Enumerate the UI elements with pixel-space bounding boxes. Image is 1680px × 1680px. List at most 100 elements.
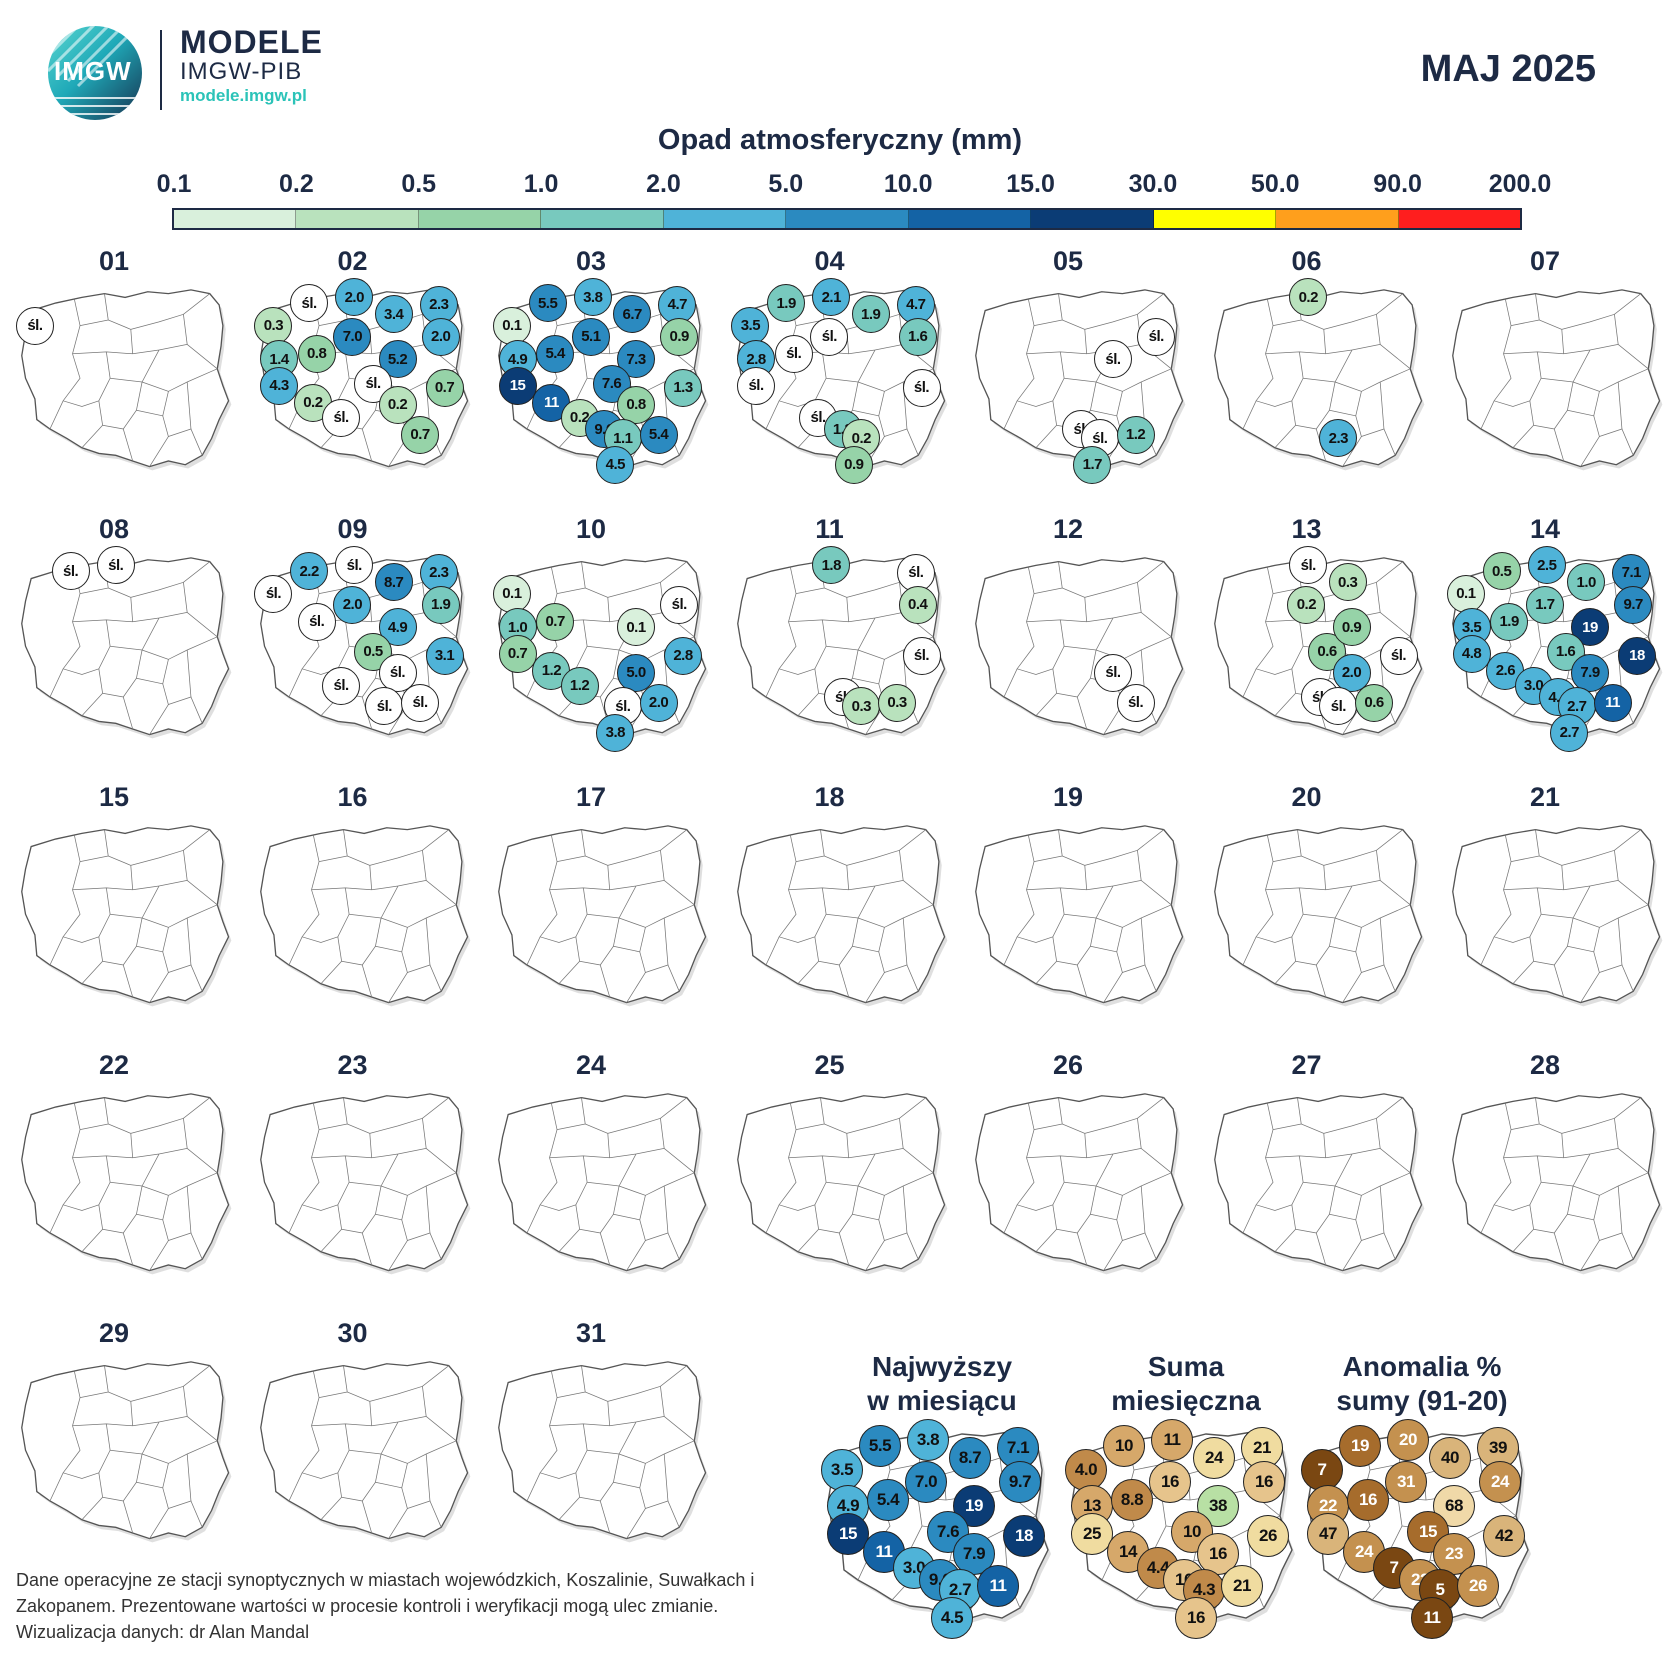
region-border bbox=[168, 1500, 203, 1528]
day-panel: 04 1.9 2.1 1.9 4.7 1.6 3.5 śl. 2.8 śl. śl. śl. śl. 1.… bbox=[726, 246, 964, 514]
region-border bbox=[130, 1365, 210, 1402]
region-border bbox=[141, 368, 218, 392]
station-marker: śl. bbox=[1137, 317, 1176, 356]
station-marker: 15 bbox=[1407, 1511, 1449, 1553]
region-border bbox=[1076, 1185, 1097, 1234]
region-border bbox=[660, 1386, 695, 1442]
station-marker: 1.7 bbox=[1073, 445, 1112, 484]
color-bar-segment bbox=[1031, 210, 1154, 228]
day-panel: 13 śl. 0.3 0.2 0.6 0.9 2.0 śl. śl. śl. 0.6 bbox=[1203, 514, 1441, 782]
day-label: 04 bbox=[814, 246, 845, 276]
region-border bbox=[387, 1219, 408, 1271]
brand-url[interactable]: modele.imgw.pl bbox=[180, 86, 307, 105]
country-outline bbox=[21, 1093, 230, 1272]
summary-map-panel: 19 20 40 39 7 31 24 22 16 68 47 15 42 24 23 7 22 5 26 11 bbox=[1296, 1419, 1546, 1670]
station-marker: 0.2 bbox=[1287, 585, 1326, 624]
station-marker: 8.8 bbox=[1111, 1479, 1153, 1521]
region-border bbox=[1480, 1103, 1512, 1234]
day-panel: 25 bbox=[726, 1050, 964, 1318]
station-marker: śl. bbox=[774, 334, 813, 373]
month-title: MAJ 2025 bbox=[1420, 48, 1596, 90]
day-panel: 28 bbox=[1441, 1050, 1679, 1318]
day-label: 01 bbox=[98, 246, 130, 276]
region-border bbox=[556, 855, 586, 862]
region-border bbox=[1084, 1097, 1164, 1134]
region-border bbox=[864, 1219, 885, 1271]
region-border bbox=[1017, 619, 1065, 675]
region-border bbox=[374, 1195, 408, 1221]
brand-subtitle: IMGW-PIB bbox=[180, 58, 303, 85]
color-bar-segment bbox=[786, 210, 909, 228]
station-marker: 2.0 bbox=[333, 585, 372, 624]
region-border bbox=[141, 904, 218, 928]
region-border bbox=[581, 829, 611, 890]
region-border bbox=[102, 1228, 134, 1266]
station-marker: 2.1 bbox=[812, 278, 851, 317]
station-marker: 9.7 bbox=[1614, 585, 1653, 624]
region-border bbox=[618, 1172, 695, 1196]
country-outline bbox=[259, 825, 468, 1004]
day-panel: 30 bbox=[249, 1318, 487, 1586]
region-border bbox=[1553, 381, 1574, 430]
station-marker: 20 bbox=[1387, 1419, 1429, 1461]
region-border bbox=[846, 829, 926, 866]
region-border bbox=[1512, 1204, 1534, 1253]
country-outline bbox=[975, 1093, 1184, 1272]
region-border bbox=[387, 1487, 408, 1539]
region-border bbox=[425, 917, 430, 966]
day-panel: 02 śl. 2.0 3.4 2.3 2.0 0.3 7.0 1.4 0.8 5.2 śl. 4.3 0.… bbox=[249, 246, 487, 514]
region-border bbox=[1090, 1195, 1123, 1221]
station-marker: śl. bbox=[322, 666, 361, 705]
region-border bbox=[1095, 904, 1172, 928]
station-marker: 3.8 bbox=[907, 1419, 949, 1461]
color-bar bbox=[172, 208, 1522, 230]
region-border bbox=[607, 1097, 687, 1134]
station-marker: 1.9 bbox=[1490, 602, 1529, 641]
region-border bbox=[1379, 1185, 1384, 1234]
region-border bbox=[369, 1097, 449, 1134]
region-border bbox=[421, 850, 457, 906]
region-border bbox=[104, 293, 134, 354]
region-border bbox=[369, 829, 449, 866]
station-marker: śl. bbox=[96, 546, 135, 585]
day-label: 09 bbox=[337, 514, 368, 544]
region-border bbox=[1140, 917, 1146, 966]
day-panel: 07 bbox=[1441, 246, 1679, 514]
station-marker: 4.5 bbox=[931, 1597, 973, 1639]
station-marker: 3.5 bbox=[731, 306, 770, 345]
station-marker: 5.1 bbox=[571, 317, 610, 356]
region-border bbox=[186, 381, 192, 430]
day-panel: 26 bbox=[964, 1050, 1202, 1318]
station-marker: 1.0 bbox=[1567, 563, 1606, 602]
region-border bbox=[104, 1365, 134, 1426]
region-border bbox=[1035, 936, 1057, 985]
station-marker: 25 bbox=[1071, 1513, 1113, 1555]
day-label: 12 bbox=[1052, 514, 1084, 544]
poland-map bbox=[498, 825, 709, 1007]
legend-tick-label: 0.5 bbox=[401, 170, 437, 198]
region-border bbox=[79, 1391, 109, 1398]
day-panel: 29 bbox=[10, 1318, 248, 1586]
region-border bbox=[81, 668, 103, 717]
region-border bbox=[318, 855, 347, 862]
summary-title: Suma miesięczna bbox=[1111, 1351, 1261, 1416]
day-label: 10 bbox=[575, 514, 607, 544]
station-marker: 1.9 bbox=[421, 585, 460, 624]
region-border bbox=[795, 587, 824, 594]
station-marker: śl. bbox=[1319, 687, 1358, 726]
day-panel: 31 bbox=[487, 1318, 725, 1586]
region-border bbox=[883, 1232, 919, 1260]
region-border bbox=[49, 299, 81, 430]
region-border bbox=[819, 829, 849, 890]
legend-tick-label: 1.0 bbox=[523, 170, 559, 198]
poland-map bbox=[259, 825, 470, 1007]
station-marker: 0.9 bbox=[834, 445, 873, 484]
country-outline bbox=[736, 289, 945, 468]
poland-map bbox=[21, 825, 232, 1007]
color-bar-segment bbox=[174, 210, 297, 228]
station-marker: 31 bbox=[1385, 1461, 1427, 1503]
region-border bbox=[526, 1371, 558, 1502]
station-marker: 0.1 bbox=[617, 608, 655, 647]
region-border bbox=[1510, 319, 1540, 326]
region-border bbox=[1360, 1232, 1396, 1260]
